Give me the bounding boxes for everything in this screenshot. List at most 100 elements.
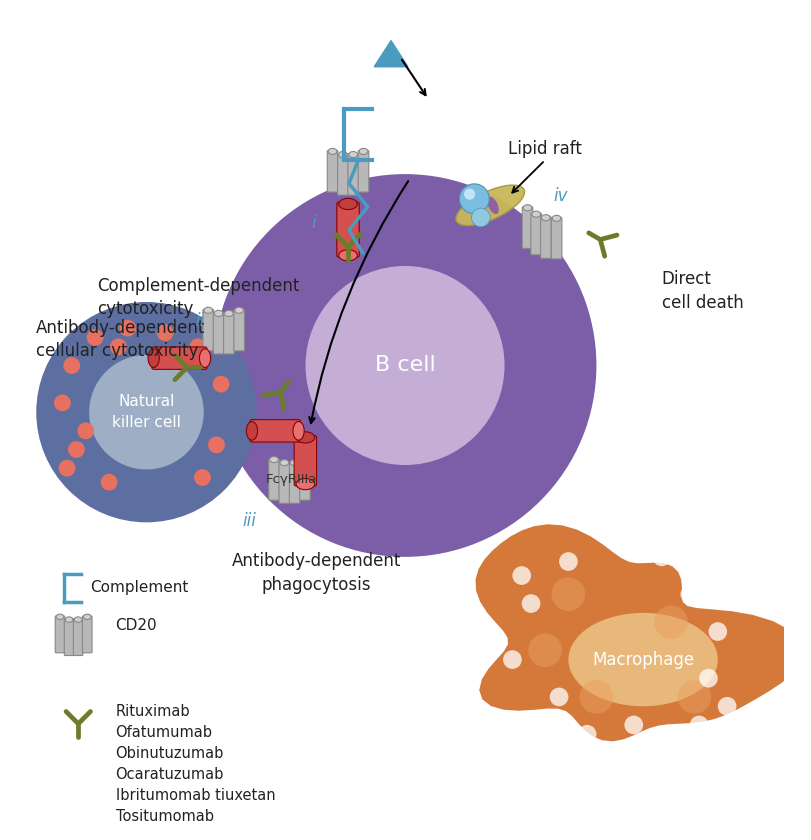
Text: Lipid raft: Lipid raft — [508, 140, 582, 158]
Circle shape — [212, 375, 230, 392]
FancyBboxPatch shape — [152, 347, 207, 370]
FancyBboxPatch shape — [279, 462, 290, 503]
Text: Antibody-dependent
cellular cytotoxicity: Antibody-dependent cellular cytotoxicity — [36, 319, 206, 360]
Ellipse shape — [280, 459, 289, 465]
Text: Direct
cell death: Direct cell death — [662, 270, 744, 312]
Text: FcγRIIIa: FcγRIIIa — [266, 473, 317, 486]
Ellipse shape — [456, 185, 525, 226]
FancyBboxPatch shape — [64, 618, 74, 655]
Circle shape — [718, 697, 736, 716]
FancyBboxPatch shape — [294, 436, 316, 486]
Ellipse shape — [359, 149, 368, 155]
Ellipse shape — [338, 151, 347, 158]
Circle shape — [654, 606, 688, 639]
FancyBboxPatch shape — [213, 312, 224, 354]
Ellipse shape — [235, 307, 243, 313]
Circle shape — [531, 716, 550, 734]
Circle shape — [36, 302, 256, 522]
FancyBboxPatch shape — [268, 459, 279, 500]
FancyBboxPatch shape — [250, 420, 300, 442]
FancyBboxPatch shape — [73, 618, 83, 655]
Text: ii: ii — [195, 312, 205, 330]
Circle shape — [471, 208, 490, 227]
Text: iii: iii — [242, 512, 256, 530]
Circle shape — [68, 441, 85, 458]
Text: Macrophage: Macrophage — [592, 650, 694, 669]
FancyBboxPatch shape — [83, 616, 92, 653]
Ellipse shape — [247, 422, 258, 440]
Circle shape — [580, 680, 613, 714]
Circle shape — [194, 469, 211, 486]
Polygon shape — [475, 524, 803, 742]
Circle shape — [690, 716, 709, 734]
Text: Rituximab
Ofatumumab
Obinutuzumab
Ocaratuzumab
Ibritumomab tiuxetan
Tositumomab: Rituximab Ofatumumab Obinutuzumab Ocarat… — [116, 705, 275, 824]
Ellipse shape — [339, 249, 358, 261]
Circle shape — [87, 329, 104, 346]
FancyBboxPatch shape — [290, 462, 300, 503]
Text: Natural
killer cell: Natural killer cell — [112, 394, 181, 430]
Ellipse shape — [269, 456, 278, 463]
FancyBboxPatch shape — [55, 616, 65, 653]
Circle shape — [54, 395, 71, 412]
Ellipse shape — [349, 151, 358, 158]
Text: CD20: CD20 — [116, 617, 157, 633]
Text: iv: iv — [553, 186, 568, 204]
Circle shape — [77, 423, 94, 439]
Circle shape — [551, 577, 586, 611]
Ellipse shape — [296, 479, 315, 490]
Circle shape — [190, 339, 206, 355]
Circle shape — [175, 353, 192, 370]
FancyBboxPatch shape — [224, 312, 234, 354]
Circle shape — [550, 688, 569, 706]
Circle shape — [110, 339, 127, 355]
Circle shape — [624, 716, 643, 734]
Circle shape — [58, 459, 75, 476]
Circle shape — [559, 552, 577, 571]
Circle shape — [63, 357, 80, 374]
Circle shape — [521, 594, 540, 613]
Circle shape — [513, 566, 531, 585]
Circle shape — [680, 585, 699, 604]
Ellipse shape — [328, 149, 337, 155]
Circle shape — [101, 474, 118, 491]
Circle shape — [528, 633, 562, 667]
FancyBboxPatch shape — [551, 218, 562, 259]
Ellipse shape — [200, 349, 211, 367]
Circle shape — [678, 680, 711, 714]
Ellipse shape — [214, 310, 223, 317]
Circle shape — [119, 320, 136, 337]
Circle shape — [662, 734, 680, 753]
Polygon shape — [374, 40, 408, 66]
Circle shape — [699, 669, 718, 688]
Text: i: i — [311, 213, 315, 232]
FancyBboxPatch shape — [531, 213, 542, 255]
Ellipse shape — [569, 613, 718, 706]
Circle shape — [306, 266, 504, 465]
FancyBboxPatch shape — [522, 207, 533, 249]
Circle shape — [503, 650, 521, 669]
Circle shape — [709, 622, 727, 641]
FancyBboxPatch shape — [348, 154, 358, 195]
Text: Antibody-dependent
phagocytosis: Antibody-dependent phagocytosis — [232, 552, 401, 594]
Ellipse shape — [542, 215, 550, 221]
Ellipse shape — [293, 422, 304, 440]
FancyBboxPatch shape — [337, 154, 348, 195]
FancyBboxPatch shape — [299, 459, 311, 500]
Ellipse shape — [148, 349, 159, 367]
Text: Complement: Complement — [90, 580, 189, 596]
Ellipse shape — [301, 456, 309, 463]
Ellipse shape — [65, 617, 73, 622]
Ellipse shape — [75, 617, 82, 622]
Ellipse shape — [532, 211, 540, 218]
FancyBboxPatch shape — [328, 150, 338, 192]
Ellipse shape — [339, 198, 358, 209]
Circle shape — [577, 725, 596, 743]
Circle shape — [652, 548, 672, 566]
Ellipse shape — [204, 307, 212, 313]
Ellipse shape — [487, 197, 499, 214]
Circle shape — [157, 324, 174, 341]
Text: B cell: B cell — [375, 355, 436, 375]
Text: Complement-dependent
cytotoxicity: Complement-dependent cytotoxicity — [97, 277, 299, 318]
Circle shape — [208, 437, 225, 454]
FancyBboxPatch shape — [541, 217, 551, 259]
